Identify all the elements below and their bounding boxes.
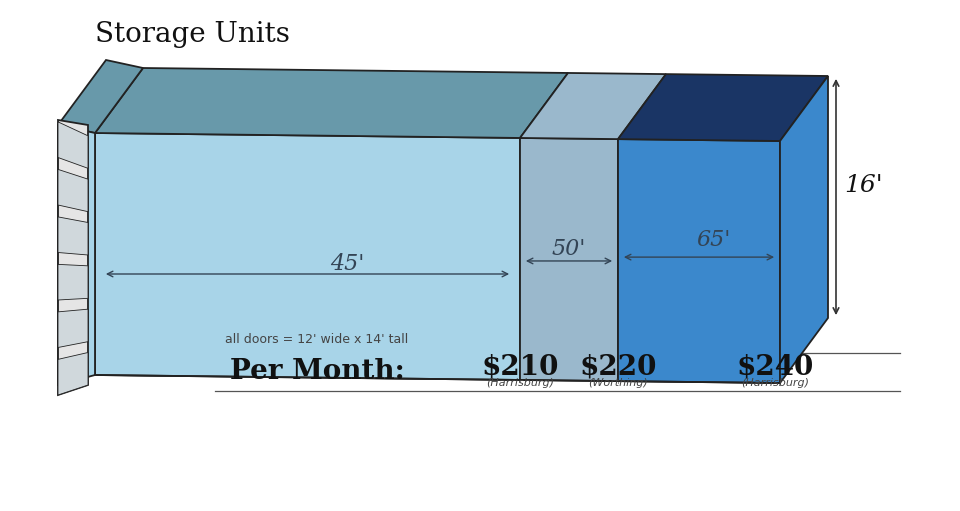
Polygon shape (520, 73, 666, 139)
Polygon shape (58, 120, 88, 395)
Polygon shape (618, 139, 780, 383)
Polygon shape (58, 125, 95, 385)
Polygon shape (58, 60, 143, 133)
Polygon shape (520, 138, 618, 381)
Polygon shape (780, 76, 828, 383)
Text: 16': 16' (844, 174, 882, 197)
Text: Per Month:: Per Month: (230, 358, 405, 384)
Polygon shape (58, 309, 88, 347)
Text: all doors = 12' wide x 14' tall: all doors = 12' wide x 14' tall (225, 333, 408, 345)
Text: (Harrisburg): (Harrisburg) (486, 378, 554, 388)
Text: 50': 50' (552, 238, 587, 260)
Text: $240: $240 (736, 354, 814, 381)
Text: $220: $220 (579, 354, 657, 381)
Polygon shape (95, 68, 568, 138)
Polygon shape (95, 357, 780, 383)
Polygon shape (618, 74, 828, 141)
Text: 65': 65' (697, 229, 732, 251)
Polygon shape (58, 217, 88, 255)
Text: (Worthing): (Worthing) (588, 378, 648, 388)
Polygon shape (58, 353, 88, 395)
Polygon shape (58, 122, 88, 168)
Text: (Harrisburg): (Harrisburg) (741, 378, 809, 388)
Polygon shape (58, 169, 88, 212)
Polygon shape (58, 264, 88, 300)
Polygon shape (95, 133, 520, 380)
Text: Storage Units: Storage Units (95, 21, 290, 48)
Text: $210: $210 (481, 354, 559, 381)
Text: 45': 45' (330, 253, 365, 275)
